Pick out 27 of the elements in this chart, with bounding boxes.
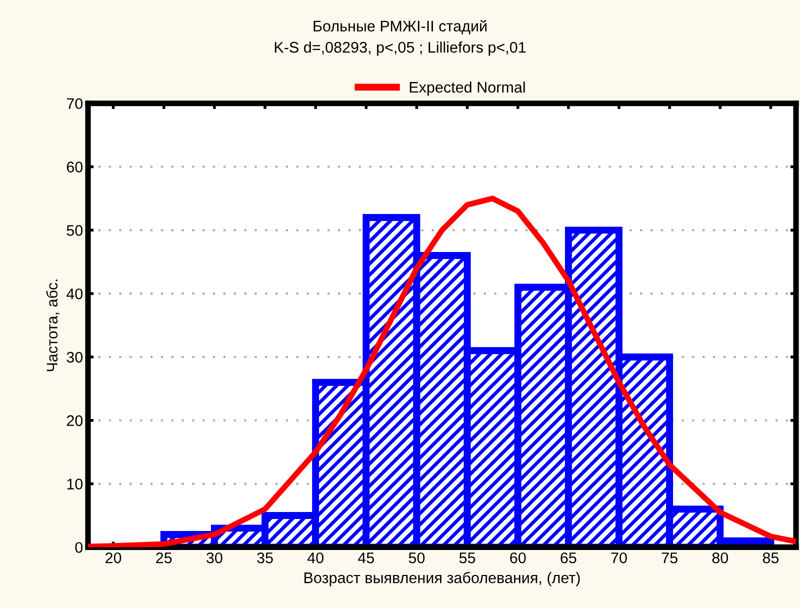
x-axis-title: Возраст выявления заболевания, (лет)	[304, 572, 580, 586]
x-tick-label: 80	[712, 552, 728, 564]
x-tick-label: 45	[358, 552, 374, 564]
x-tick-label: 70	[611, 552, 627, 564]
x-tick-label: 50	[408, 552, 425, 564]
y-tick-label: 30	[66, 352, 83, 363]
x-tick-label: 20	[106, 552, 122, 564]
x-tick-label: 75	[662, 552, 678, 564]
x-tick-label: 60	[510, 552, 526, 564]
x-tick-label: 40	[307, 552, 324, 564]
y-tick-label: 10	[67, 478, 83, 490]
x-tick-label: 35	[257, 552, 273, 564]
y-tick-label: 50	[66, 225, 83, 236]
x-tick-label: 55	[459, 552, 476, 564]
y-tick-label: 40	[66, 288, 83, 300]
chart-title: Больные РМЖI-II стадий	[314, 20, 486, 34]
x-tick-label: 65	[560, 552, 576, 564]
y-tick-label: 70	[66, 98, 83, 110]
x-tick-label: 25	[156, 552, 172, 564]
x-tick-label: 85	[762, 552, 779, 564]
y-tick-label: 60	[66, 162, 83, 172]
chart-subtitle: K-S d=,08293, p<,05 ; Lilliefors p<,01	[274, 42, 526, 56]
legend-label: Expected Normal	[410, 81, 525, 96]
y-tick-label: 0	[75, 542, 83, 553]
y-tick-label: 20	[66, 415, 83, 426]
y-axis-title: Частота, абс.	[46, 280, 60, 372]
x-tick-label: 30	[206, 552, 222, 564]
